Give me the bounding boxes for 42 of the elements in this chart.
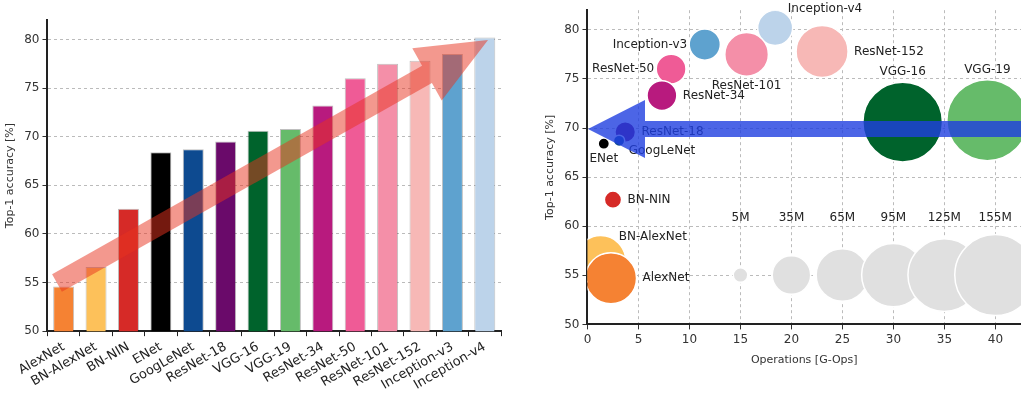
series-label: AlexNet bbox=[642, 270, 690, 285]
legend-label: 35M bbox=[778, 209, 805, 224]
legend-label: 155M bbox=[978, 209, 1012, 224]
x-tick-label: 40 bbox=[987, 331, 1004, 346]
series-label: ResNet-152 bbox=[854, 43, 924, 58]
x-axis-title: Operations [G-Ops] bbox=[750, 353, 858, 367]
y-tick-label: 50 bbox=[24, 323, 40, 338]
x-tick-label: 10 bbox=[681, 331, 698, 346]
series-label: Inception-v4 bbox=[787, 1, 863, 16]
legend-label: 5M bbox=[731, 209, 750, 224]
y-axis-title: Top-1 accuracy [%] bbox=[3, 122, 17, 230]
y-tick-label: 60 bbox=[24, 226, 40, 241]
series-label: BN-NIN bbox=[627, 191, 671, 206]
x-tick-label: 25 bbox=[834, 331, 851, 346]
series-label: BN-AlexNet bbox=[618, 228, 688, 243]
y-tick-label: 65 bbox=[564, 169, 580, 184]
series-label: Inception-v3 bbox=[612, 36, 688, 51]
x-tick-label: 20 bbox=[783, 331, 800, 346]
y-tick-label: 70 bbox=[24, 128, 40, 143]
legend-label: 65M bbox=[829, 209, 856, 224]
y-tick-label: 80 bbox=[24, 31, 40, 46]
y-tick-label: 75 bbox=[564, 71, 580, 86]
y-tick-label: 55 bbox=[24, 274, 40, 289]
series-label: VGG-19 bbox=[964, 61, 1011, 76]
x-tick-label: 0 bbox=[583, 331, 592, 346]
x-tick-label: 15 bbox=[732, 331, 749, 346]
series-label: ENet bbox=[589, 151, 619, 166]
y-tick-label: 60 bbox=[564, 218, 580, 233]
series-label: ResNet-50 bbox=[592, 61, 655, 76]
x-tick-label: 35 bbox=[936, 331, 953, 346]
legend-label: 95M bbox=[880, 209, 907, 224]
y-tick-label: 55 bbox=[564, 267, 580, 282]
x-tick-label: 30 bbox=[885, 331, 902, 346]
y-tick-label: 70 bbox=[564, 120, 580, 135]
y-tick-label: 50 bbox=[564, 316, 580, 331]
series-label: VGG-16 bbox=[879, 64, 926, 79]
y-axis-title: Top-1 accuracy [%] bbox=[543, 114, 557, 221]
legend-label: 125M bbox=[927, 209, 961, 224]
y-tick-label: 75 bbox=[24, 80, 40, 95]
y-tick-label: 80 bbox=[564, 21, 580, 36]
y-tick-label: 65 bbox=[24, 177, 40, 192]
x-tick-label: 5 bbox=[634, 331, 643, 346]
